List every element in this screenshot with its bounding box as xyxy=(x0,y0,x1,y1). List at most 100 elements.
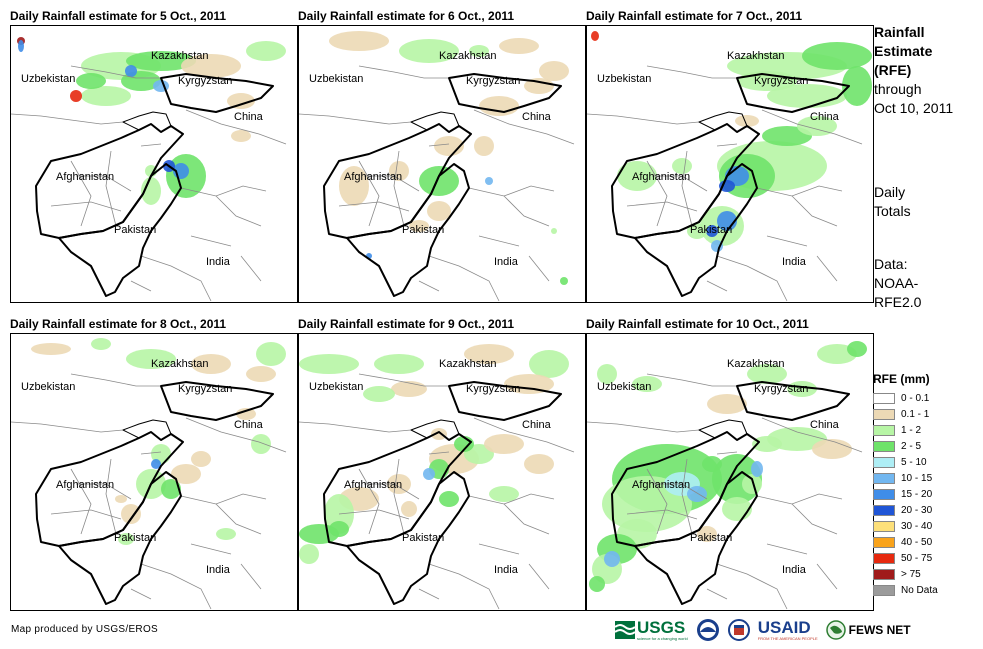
legend-label: 40 - 50 xyxy=(901,536,933,548)
admin-boundaries xyxy=(11,373,287,610)
rainfall-area xyxy=(742,474,762,494)
map-label-china: China xyxy=(522,111,551,123)
map-label-india: India xyxy=(494,256,518,268)
seal-icon xyxy=(727,619,750,641)
legend-item: 30 - 40 xyxy=(873,518,938,534)
legend-item: 40 - 50 xyxy=(873,534,938,550)
map-oct8: Kazakhstan Uzbekistan Kyrgyzstan China Afgha… xyxy=(10,333,298,611)
noaa-logo xyxy=(696,618,720,642)
rainfall-area xyxy=(464,344,514,364)
legend-rows: 0 - 0.1 0.1 - 1 1 - 2 2 - 5 5 - 10 10 - 15 15 … xyxy=(873,390,938,598)
rainfall-area xyxy=(329,521,349,537)
rainfall-area xyxy=(363,386,395,402)
map-label-kyrgyzstan: Kyrgyzstan xyxy=(754,75,809,87)
legend: RFE (mm) 0 - 0.1 0.1 - 1 1 - 2 2 - 5 5 - 10 1… xyxy=(873,372,938,598)
rfe-date: Oct 10, 2011 xyxy=(874,100,954,116)
rainfall-area xyxy=(431,428,447,440)
rainfall-area xyxy=(419,166,459,196)
map-label-pakistan: Pakistan xyxy=(114,224,157,236)
map-label-kazakhstan: Kazakhstan xyxy=(439,358,497,370)
fews-text: FEWS NET xyxy=(848,623,911,637)
kyrgyzstan-boundary xyxy=(736,73,850,113)
rainfall-area xyxy=(387,474,411,494)
rainfall-area xyxy=(251,434,271,454)
map-label-india: India xyxy=(782,256,806,268)
rainfall-area xyxy=(469,45,489,57)
logo-bar: USGS science for a changing world USAID … xyxy=(615,615,919,645)
usgs-logo: USGS science for a changing world xyxy=(615,619,688,641)
legend-label: 5 - 10 xyxy=(901,456,927,468)
map-label-uzbekistan: Uzbekistan xyxy=(597,73,652,85)
rainfall-area xyxy=(151,459,161,469)
legend-swatch xyxy=(873,456,895,468)
rainfall-area xyxy=(299,354,359,374)
rainfall-area xyxy=(802,42,872,70)
map-oct6: Kazakhstan Uzbekistan Kyrgyzstan China Afgha… xyxy=(298,25,586,303)
rainfall-area xyxy=(423,468,435,480)
legend-label: 2 - 5 xyxy=(901,440,922,452)
rainfall-area xyxy=(191,354,231,374)
legend-item: 5 - 10 xyxy=(873,454,938,470)
kyrgyzstan-boundary xyxy=(736,381,850,421)
admin-boundaries xyxy=(587,65,863,302)
rfe-title-line3: (RFE) xyxy=(874,62,912,78)
rainfall-area xyxy=(529,350,569,378)
map-label-china: China xyxy=(810,419,839,431)
map-label-china: China xyxy=(810,111,839,123)
legend-item: 1 - 2 xyxy=(873,422,938,438)
rainfall-area xyxy=(539,61,569,81)
legend-swatch xyxy=(873,552,895,564)
fews-logo: FEWS NET xyxy=(825,620,911,640)
rainfall-area xyxy=(847,341,867,357)
legend-item: 0 - 0.1 xyxy=(873,390,938,406)
rainfall-area xyxy=(216,528,236,540)
legend-label: 10 - 15 xyxy=(901,472,933,484)
map-label-china: China xyxy=(522,419,551,431)
rainfall-area xyxy=(706,225,718,237)
rainfall-area xyxy=(181,54,241,78)
map-label-pakistan: Pakistan xyxy=(114,532,157,544)
legend-swatch xyxy=(873,536,895,548)
daily-totals-line1: Daily xyxy=(874,184,906,200)
panel-title: Daily Rainfall estimate for 7 Oct., 2011 xyxy=(586,9,803,23)
pakistan-boundary xyxy=(58,471,182,605)
map-label-uzbekistan: Uzbekistan xyxy=(21,381,76,393)
map-label-india: India xyxy=(782,564,806,576)
rainfall-area xyxy=(76,73,106,89)
map-svg xyxy=(587,341,867,610)
rfe-through: through xyxy=(874,81,922,97)
rainfall-area xyxy=(697,526,717,542)
rainfall-area xyxy=(842,66,872,106)
usgs-wave-icon xyxy=(615,621,635,639)
rainfall-area xyxy=(339,166,369,206)
noaa-icon xyxy=(696,619,719,641)
usaid-logo: USAID FROM THE AMERICAN PEOPLE xyxy=(758,619,818,641)
panel-title: Daily Rainfall estimate for 5 Oct., 2011 xyxy=(10,9,227,23)
rainfall-area xyxy=(687,223,707,239)
legend-swatch xyxy=(873,424,895,436)
rainfall-area xyxy=(474,136,494,156)
tajikistan-boundary xyxy=(410,419,460,441)
map-label-kazakhstan: Kazakhstan xyxy=(439,50,497,62)
rainfall-area xyxy=(484,434,524,454)
rainfall-area xyxy=(632,376,662,392)
map-label-kyrgyzstan: Kyrgyzstan xyxy=(466,383,521,395)
legend-swatch xyxy=(873,440,895,452)
legend-swatch xyxy=(873,488,895,500)
panel-title: Daily Rainfall estimate for 10 Oct., 201… xyxy=(586,317,809,331)
data-source: Data: NOAA- RFE2.0 xyxy=(874,255,921,312)
rainfall-area xyxy=(329,31,389,51)
rainfall-area xyxy=(236,408,256,420)
rainfall-area xyxy=(767,427,827,451)
rainfall-area xyxy=(231,130,251,142)
rainfall-area xyxy=(409,220,429,232)
rainfall-area xyxy=(672,158,692,174)
legend-item: 15 - 20 xyxy=(873,486,938,502)
map-label-india: India xyxy=(206,564,230,576)
legend-item: 50 - 75 xyxy=(873,550,938,566)
rainfall-area xyxy=(125,65,137,77)
rainfall-area xyxy=(191,451,211,467)
rainfall-area xyxy=(707,394,747,414)
rainfall-area xyxy=(399,39,459,63)
rfe-title-line2: Estimate xyxy=(874,43,933,59)
